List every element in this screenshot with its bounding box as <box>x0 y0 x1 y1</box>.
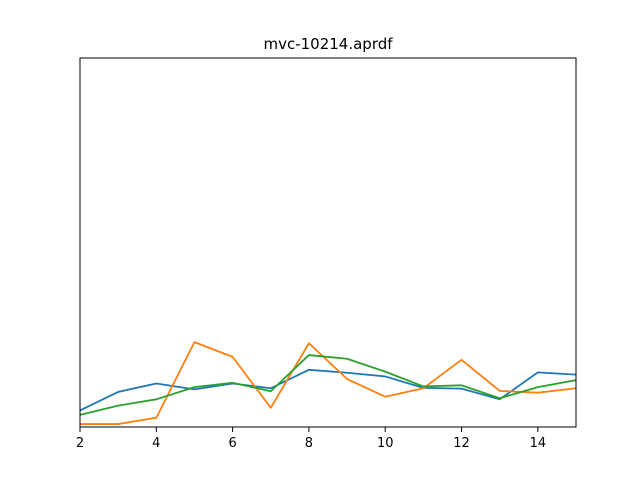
series-layer <box>79 341 577 425</box>
x-tick-label: 4 <box>152 436 160 451</box>
x-axis: 2 4 6 8 10 12 14 <box>76 427 546 451</box>
series-line-2 <box>80 341 577 425</box>
series-line-1 <box>79 368 577 412</box>
x-tick-label: 10 <box>377 436 394 451</box>
x-tick-label: 8 <box>305 436 313 451</box>
x-tick-label: 6 <box>228 436 236 451</box>
chart-title: mvc-10214.aprdf <box>263 35 393 53</box>
x-tick-label: 2 <box>76 436 84 451</box>
plot-frame <box>79 57 577 428</box>
x-tick-label: 14 <box>530 436 547 451</box>
series-line-3 <box>79 354 577 416</box>
x-tick-label: 12 <box>453 436 470 451</box>
